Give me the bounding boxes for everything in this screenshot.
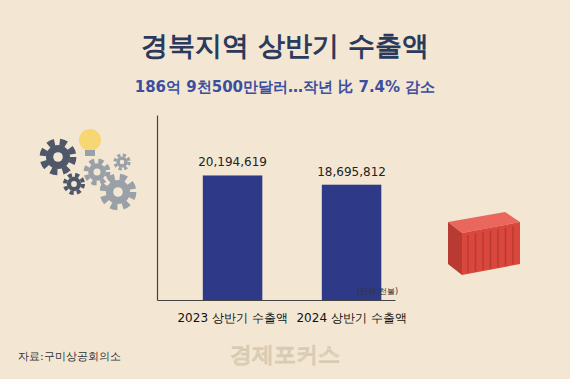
gear-teeth bbox=[65, 175, 83, 193]
logo: 경제포커스 bbox=[230, 342, 340, 367]
container-side bbox=[462, 222, 520, 275]
gear-teeth bbox=[43, 142, 73, 172]
gear-body bbox=[116, 156, 127, 167]
gear-hole bbox=[120, 160, 124, 164]
container-rib bbox=[475, 234, 477, 272]
container-rib bbox=[497, 229, 499, 267]
title: 경북지역 상반기 수출액 bbox=[141, 30, 430, 61]
source: 자료:구미상공회의소 bbox=[18, 350, 121, 363]
bulb-base bbox=[85, 150, 95, 156]
gear-teeth bbox=[86, 161, 108, 183]
gear-hole bbox=[71, 181, 77, 187]
data-labels: 20,194,619 18,695,812 bbox=[198, 155, 386, 178]
x-tick-label: 2023 상반기 수출액 bbox=[177, 311, 287, 325]
x-tick: 2023 상반기 수출액 bbox=[177, 300, 287, 325]
gear-body bbox=[106, 180, 130, 204]
gear-body bbox=[46, 145, 70, 169]
unit-label: (단위:천불) bbox=[357, 287, 398, 296]
x-axis-line bbox=[158, 300, 396, 301]
bars bbox=[203, 175, 382, 300]
gear-teeth bbox=[103, 177, 133, 207]
subtitle: 186억 9천500만달러…작년 比 7.4% 감소 bbox=[135, 78, 436, 96]
container-end bbox=[448, 222, 462, 275]
bulb bbox=[79, 129, 101, 151]
gear-teeth bbox=[115, 155, 129, 169]
x-tick-label: 2024 상반기 수출액 bbox=[296, 311, 406, 325]
gear-hole bbox=[53, 152, 63, 162]
gear-body bbox=[88, 163, 106, 181]
data-label: 20,194,619 bbox=[198, 155, 267, 169]
container-rib bbox=[512, 226, 514, 264]
container-rib bbox=[505, 228, 507, 266]
container-rib bbox=[490, 231, 492, 269]
data-label: 18,695,812 bbox=[317, 165, 386, 179]
container-rib bbox=[467, 235, 469, 273]
container-icon bbox=[448, 212, 520, 275]
chart: 경북지역 상반기 수출액 186억 9천500만달러…작년 比 7.4% 감소 20… bbox=[0, 0, 570, 379]
bar bbox=[203, 175, 263, 300]
y-axis bbox=[157, 116, 158, 301]
x-tick: 2024 상반기 수출액 bbox=[296, 300, 406, 325]
gear-icon bbox=[43, 129, 133, 207]
y-axis-line bbox=[157, 116, 158, 301]
container-rib bbox=[482, 232, 484, 270]
gear-hole bbox=[113, 187, 123, 197]
gear-hole bbox=[93, 168, 100, 175]
gear-body bbox=[67, 177, 81, 191]
background bbox=[0, 0, 570, 379]
bar bbox=[322, 185, 382, 300]
x-axis: 2023 상반기 수출액 2024 상반기 수출액 bbox=[158, 300, 407, 325]
